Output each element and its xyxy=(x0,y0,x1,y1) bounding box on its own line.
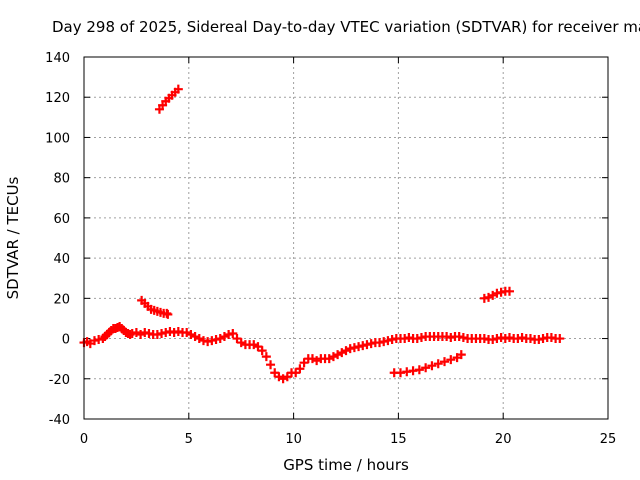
y-tick-label: 80 xyxy=(53,172,70,187)
plot-frame xyxy=(83,56,609,420)
data-point xyxy=(228,329,238,339)
data-point xyxy=(504,286,514,296)
series-arc-top xyxy=(154,84,183,114)
data-point xyxy=(440,357,450,367)
x-tick-label: 5 xyxy=(185,432,193,447)
y-tick-label: 140 xyxy=(45,51,70,66)
x-axis-label: GPS time / hours xyxy=(283,456,409,474)
data-point xyxy=(433,359,443,369)
x-tick-label: 15 xyxy=(390,432,407,447)
y-tick-label: 100 xyxy=(45,131,70,146)
series-arc-descending xyxy=(137,295,173,319)
x-tick-label: 25 xyxy=(600,432,617,447)
data-point xyxy=(173,84,183,94)
data-point xyxy=(261,352,271,362)
chart-title: Day 298 of 2025, Sidereal Day-to-day VTE… xyxy=(52,18,640,36)
y-tick-label: -40 xyxy=(49,413,70,428)
data-point xyxy=(421,363,431,373)
x-tick-label: 20 xyxy=(495,432,512,447)
data-point xyxy=(266,360,276,370)
x-tick-label: 0 xyxy=(80,432,88,447)
x-tick-label: 10 xyxy=(285,432,302,447)
data-point xyxy=(414,365,424,375)
y-tick-label: 40 xyxy=(53,252,70,267)
y-axis-ticks: -40 -20 0 20 40 60 80 100 120 140 xyxy=(45,51,608,428)
data-point xyxy=(163,309,173,319)
data-point xyxy=(555,334,565,344)
x-axis-ticks: 0 5 10 15 20 25 xyxy=(80,57,616,447)
data-point xyxy=(257,346,267,356)
y-axis-label: SDTVAR / TECUs xyxy=(4,176,22,299)
data-points xyxy=(79,84,565,384)
data-point xyxy=(295,364,305,374)
y-tick-label: 60 xyxy=(53,212,70,227)
y-tick-label: 20 xyxy=(53,292,70,307)
series-main xyxy=(79,321,565,384)
data-point xyxy=(456,350,466,360)
y-tick-label: 0 xyxy=(62,333,70,348)
y-tick-label: -20 xyxy=(49,373,70,388)
data-point xyxy=(427,361,437,371)
series-arc-small xyxy=(479,286,514,303)
y-tick-label: 120 xyxy=(45,91,70,106)
series-arc-rising xyxy=(389,350,466,378)
data-point xyxy=(446,355,456,365)
